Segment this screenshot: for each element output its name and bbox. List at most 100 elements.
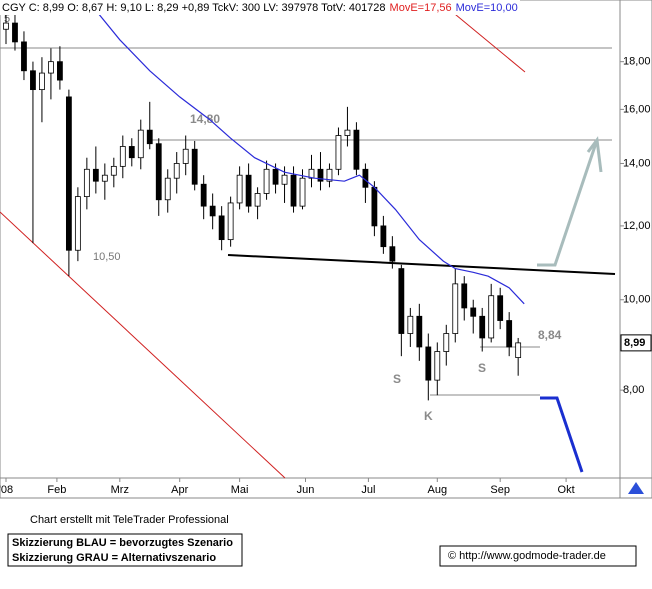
candle-body [155, 143, 162, 201]
candle-body [290, 174, 297, 207]
candle-body [344, 129, 351, 136]
legend-blue: MovE=10,00 [456, 2, 518, 14]
candle-body [515, 342, 522, 358]
candle-body [12, 22, 18, 43]
trend-line [227, 254, 616, 275]
channel-line [449, 9, 526, 73]
icon[interactable] [628, 482, 644, 494]
candle-body [461, 283, 468, 309]
y-tick-label: 14,00 [623, 157, 651, 169]
scenario-blue [540, 396, 584, 473]
x-tick-label: '08 [0, 484, 13, 496]
candle-body [263, 168, 270, 194]
candle-body [443, 333, 450, 352]
candle-body [146, 129, 153, 145]
x-tick-label: Okt [558, 484, 575, 496]
y-tick-label: 16,00 [623, 103, 651, 115]
x-tick-label: Jul [361, 484, 375, 496]
candle-body [30, 70, 36, 91]
candle-body [83, 168, 90, 198]
x-tick-label: Jun [297, 484, 315, 496]
header-quote: CGY C: 8,99 O: 8,67 H: 9,10 L: 8,29 +0,8… [2, 2, 518, 14]
candle-body [173, 163, 180, 179]
annotation: 14,80 [190, 112, 220, 126]
last-price: 8,99 [624, 337, 645, 349]
candle-body [227, 202, 234, 241]
annotation: K [424, 409, 433, 423]
candle-body [425, 346, 432, 381]
x-tick-label: Feb [47, 484, 66, 496]
y-tick-label: 18,00 [623, 56, 651, 68]
candle-body [236, 174, 243, 204]
candle-body [191, 148, 198, 185]
candle-body [479, 315, 486, 339]
candle-body [371, 186, 378, 227]
candle-body [272, 168, 279, 185]
scenario-grey-head [586, 136, 603, 173]
candle-body [119, 146, 126, 167]
candle-body [353, 129, 360, 170]
candle-body [57, 61, 63, 81]
candle-body [326, 168, 333, 182]
candle-body [434, 351, 441, 381]
candle-body [110, 165, 117, 176]
last-price-box [620, 334, 652, 352]
annotation: 10,50 [93, 251, 121, 263]
scenario-grey [537, 139, 599, 267]
site: © http://www.godmode-trader.de [448, 550, 606, 562]
site-box [439, 545, 637, 567]
quote: CGY C: 8,99 O: 8,67 H: 9,10 L: 8,29 +0,8… [2, 2, 386, 14]
candle-body [209, 205, 216, 217]
candle-body [416, 315, 423, 348]
candle-body [254, 193, 261, 207]
legend-box [7, 533, 243, 567]
y-tick-label: 12,00 [623, 220, 651, 232]
header-bg [0, 0, 520, 15]
candle-body [488, 295, 495, 339]
legend-red: MovE=17,56 [390, 2, 452, 14]
candle-body [281, 174, 288, 185]
candle-body [92, 168, 99, 182]
candle-body [497, 295, 504, 321]
candle-body [317, 168, 324, 182]
candle-body [39, 72, 45, 91]
credit: Chart erstellt mit TeleTrader Profession… [30, 514, 229, 526]
candle-body [182, 148, 189, 164]
x-tick-label: Sep [490, 484, 510, 496]
legend-blue-text: Skizzierung BLAU = bevorzugtes Szenario [12, 537, 233, 549]
candle-body [21, 41, 27, 72]
annotation: S [478, 361, 486, 375]
candle-body [452, 283, 459, 334]
candle-body [389, 246, 396, 262]
y-tick-label: 10,00 [623, 294, 651, 306]
corner-label: 5 [4, 13, 10, 25]
x-tick-label: Aug [428, 484, 448, 496]
annotation: S [393, 372, 401, 386]
moving-average [89, 2, 525, 305]
x-tick-label: Mrz [111, 484, 129, 496]
candle-body [380, 225, 387, 248]
channel-line [0, 211, 286, 479]
legend-grey-text: Skizzierung GRAU = Alternativszenario [12, 552, 216, 564]
candle-body [164, 177, 171, 201]
candle-body [65, 96, 72, 251]
candle-body [218, 215, 225, 241]
x-tick-label: Mai [231, 484, 249, 496]
candle-body [398, 268, 405, 334]
candle-body [101, 174, 108, 182]
candle-body [407, 315, 414, 334]
candle-body [506, 320, 513, 348]
annotation: 8,84 [538, 328, 562, 342]
candle-body [299, 177, 306, 207]
y-tick-label: 8,00 [623, 384, 644, 396]
candle-body [245, 174, 252, 207]
x-tick-label: Apr [171, 484, 188, 496]
candle-body [74, 196, 81, 251]
candle-body [335, 135, 342, 170]
candle-body [200, 183, 207, 207]
candle-body [137, 129, 144, 159]
candle-body [470, 307, 477, 317]
candle-body [48, 61, 54, 74]
plot-frame [0, 0, 652, 499]
